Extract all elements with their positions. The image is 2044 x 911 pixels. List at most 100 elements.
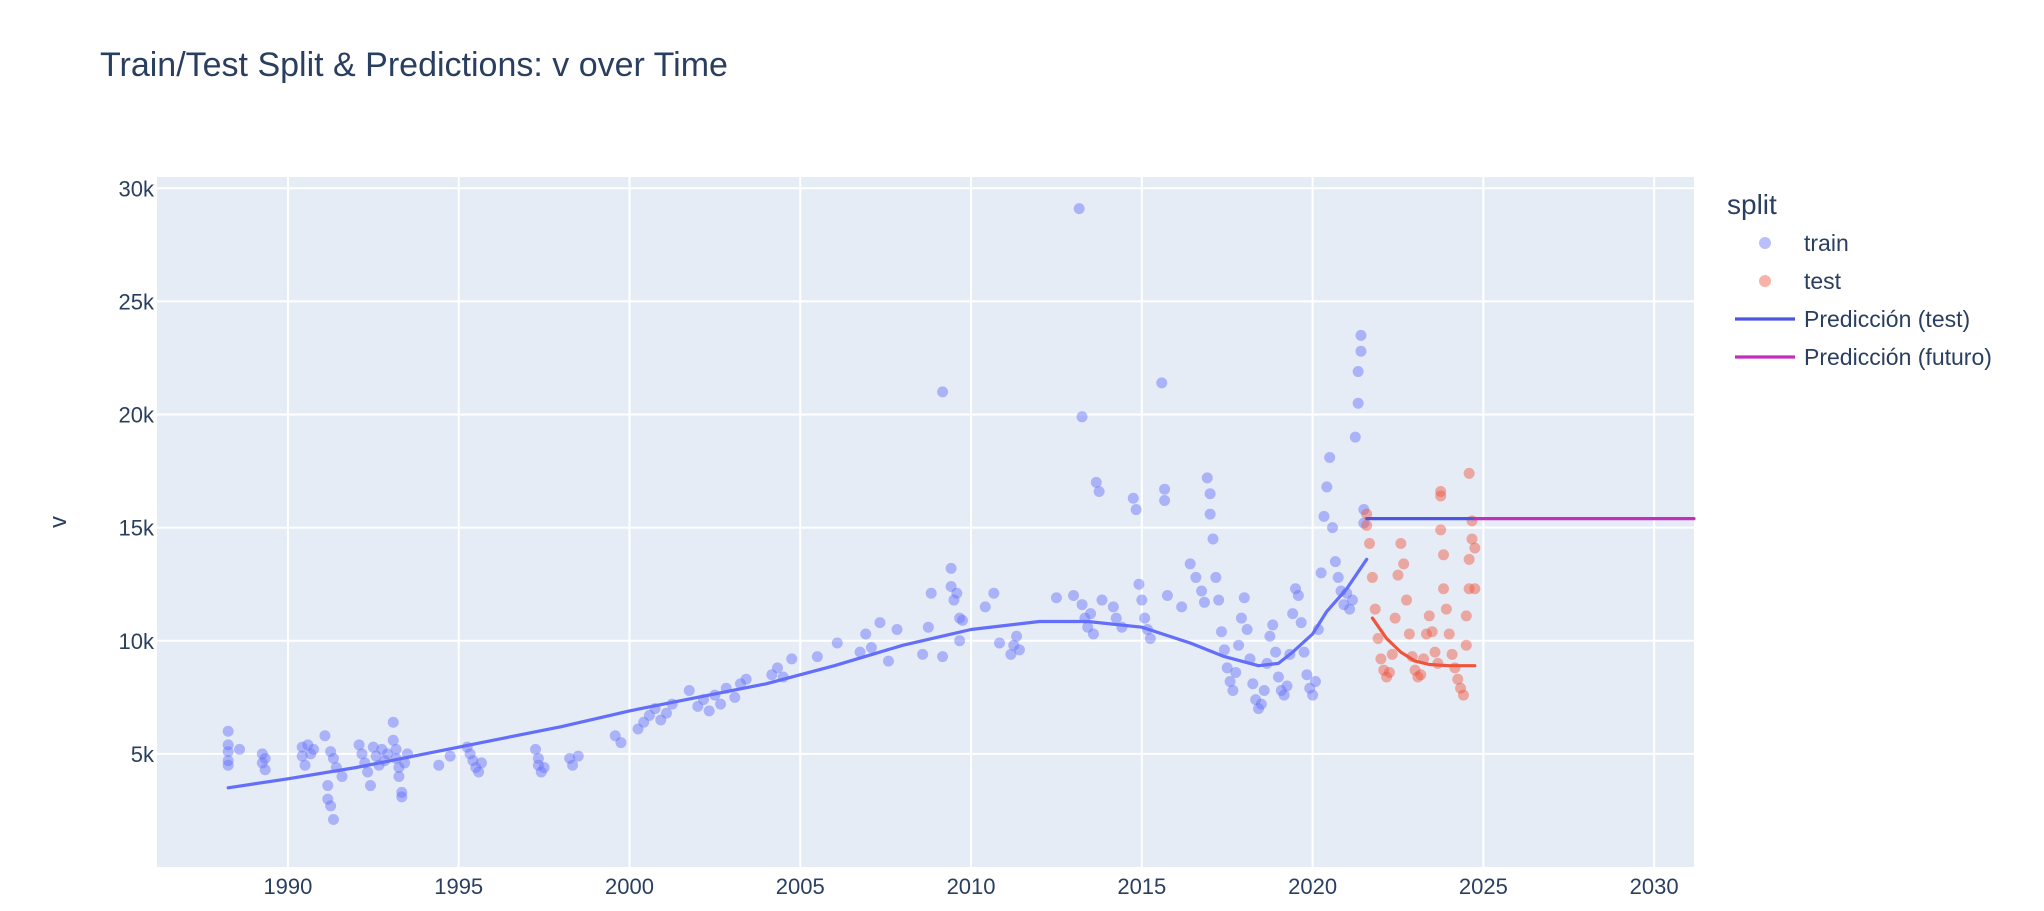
test-point [1406,651,1418,663]
test-point [1412,671,1424,683]
train-point [1255,698,1267,710]
test-point [1361,508,1373,520]
train-point [1233,639,1245,651]
legend-label: train [1804,230,1849,256]
train-point [1116,621,1128,633]
train-point [1176,601,1188,613]
train-point [1218,644,1230,656]
train-point [692,700,704,712]
train-point [1011,630,1023,642]
test-point [1457,689,1469,701]
train-point [1346,594,1358,606]
train-point [1358,504,1370,516]
train-point [1073,203,1085,215]
train-point [1287,608,1299,620]
train-point [1196,585,1208,597]
test-point [1378,664,1390,676]
train-point [535,766,547,778]
train-point [1136,594,1148,606]
legend-item[interactable]: Predicción (futuro) [1735,344,1992,370]
train-point [564,752,576,764]
train-point [1130,504,1142,516]
train-point [945,562,957,574]
train-point [1318,510,1330,522]
chart-title: Train/Test Split & Predictions: v over T… [100,46,728,84]
train-point [954,612,966,624]
legend-title: split [1727,189,1777,220]
train-point [222,739,234,751]
test-point [1463,467,1475,479]
train-point [979,601,991,613]
train-point [1142,623,1154,635]
train-point [325,746,337,758]
train-point [1216,626,1228,638]
train-point [937,386,949,398]
trend-lines [226,557,1477,790]
train-point [1139,612,1151,624]
train-point [296,750,308,762]
train-point [1270,646,1282,658]
train-point [1184,558,1196,570]
legend-item[interactable]: test [1759,268,1842,294]
train-point [401,748,413,760]
train-point [382,748,394,760]
train-point [1292,590,1304,602]
x-tick-label: 1990 [263,874,312,899]
train-point [1355,345,1367,357]
train-point [697,694,709,706]
train-point [715,698,727,710]
train-point [957,614,969,626]
legend-item[interactable]: Predicción (test) [1735,306,1970,332]
train-point [222,755,234,767]
test-point [1392,569,1404,581]
x-tick-label: 2015 [1117,874,1166,899]
train-point [1227,685,1239,697]
legend-label: test [1804,268,1842,294]
train-point [1241,623,1253,635]
train-point [1329,556,1341,568]
train-point [1247,678,1259,690]
train-point [954,635,966,647]
test-point [1438,583,1450,595]
train-point [1309,675,1321,687]
test-point [1438,549,1450,561]
test-point [1460,610,1472,622]
test-point [1409,664,1421,676]
train-point [1355,329,1367,341]
test-point [1361,519,1373,531]
train-trend-line [226,557,1369,790]
train-point [222,725,234,737]
train-point [1144,633,1156,645]
train-point [948,594,960,606]
train-point [1090,476,1102,488]
train-point [1358,517,1370,529]
test-point [1429,646,1441,658]
x-tick-label: 2000 [605,874,654,899]
test-point [1366,571,1378,583]
train-point [766,669,778,681]
train-point [256,748,268,760]
train-point [660,707,672,719]
train-point [703,705,715,717]
train-point [464,748,476,760]
train-point [937,651,949,663]
test-point [1463,553,1475,565]
train-point [655,714,667,726]
train-point [433,759,445,771]
train-point [387,716,399,728]
legend-label: Predicción (futuro) [1804,344,1992,370]
train-point [367,741,379,753]
train-point [1076,599,1088,611]
train-point [831,637,843,649]
data-points [222,203,1481,825]
train-point [461,741,473,753]
test-point [1415,669,1427,681]
train-point [396,786,408,798]
train-point [1207,533,1219,545]
legend-item[interactable]: train [1759,230,1849,256]
test-point [1435,485,1447,497]
test-point [1452,673,1464,685]
test-point [1418,653,1430,665]
train-point [234,743,246,755]
x-gridlines [286,177,1656,867]
